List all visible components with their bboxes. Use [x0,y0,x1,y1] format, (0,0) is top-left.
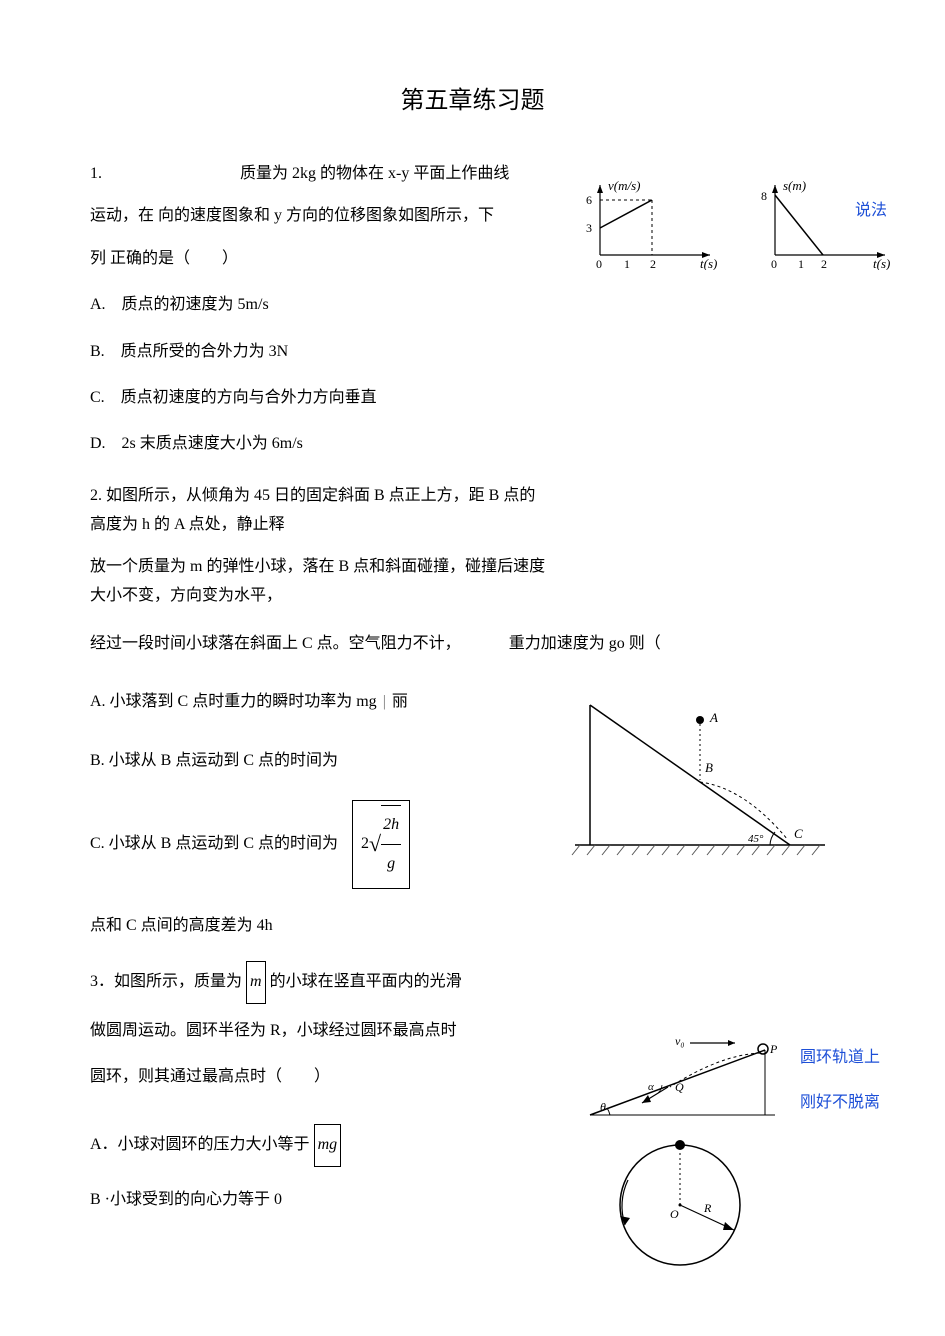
xtick-2-right: 2 [821,257,827,270]
theta-label: θ [600,1100,606,1114]
q1-stem-b: 质量为 2kg 的物体在 x-y 平面上作曲线 [240,165,509,182]
q3-trajectory-diagram: θ v₀ P Q α [580,1035,780,1125]
q2-stem-b: 放一个质量为 m 的弹性小球，落在 B 点和斜面碰撞，碰撞后速度大小不变，方向变… [90,553,550,611]
q3-trajectory-svg: θ v₀ P Q α [580,1035,780,1125]
q2-diagram-svg: 45° A B C [570,700,830,870]
q1-chart-svg: v(m/s) t(s) 3 6 0 1 2 s(m) t(s) 8 0 1 2 [570,175,900,270]
ytick-3: 3 [586,221,592,235]
ytick-8: 8 [761,189,767,203]
point-b-label: B [705,760,713,775]
q3-stem-a-tail: 的小球在竖直平面内的光滑 [270,973,462,990]
q3-side-a: 圆环轨道上 [800,1043,880,1067]
q2-stem-c-side: 重力加速度为 go 则（ [509,635,661,652]
q3-ring-diagram: O R [600,1130,760,1270]
q2-opt-c-formula: 2√ 2h g [352,800,410,889]
q1-opt-c: C. 质点初速度的方向与合外力方向垂直 [90,379,855,417]
q1-opt-b: B. 质点所受的合外力为 3N [90,333,855,371]
q2-stem-c: 经过一段时间小球落在斜面上 C 点。空气阻力不计， [90,635,461,652]
q1-opt-d: D. 2s 末质点速度大小为 6m/s [90,425,855,463]
r-label: R [703,1201,712,1215]
p-label: P [769,1042,778,1056]
q3-stem-a: 3．如图所示，质量为 [90,973,242,990]
q3-stem-a-row: 3．如图所示，质量为 m 的小球在竖直平面内的光滑 [90,961,855,1003]
q1-charts: v(m/s) t(s) 3 6 0 1 2 s(m) t(s) 8 0 1 2 [570,175,900,270]
o-label: O [670,1207,679,1221]
ytick-6: 6 [586,193,592,207]
q-label: Q [675,1080,684,1094]
q1-opt-a: A. 质点的初速度为 5m/s [90,286,855,324]
q2-opt-c-text: C. 小球从 B 点运动到 C 点的时间为 [90,835,338,852]
q1-side-text: 说法 [855,196,887,220]
xtick-0-right: 0 [771,257,777,270]
q2-diagram: 45° A B C [570,700,830,860]
q1-stem-d: 列 正确的是（ ） [90,250,238,267]
point-c-label: C [794,826,803,841]
v0-label: v₀ [675,1035,685,1048]
y-axis-label-right: s(m) [783,178,806,193]
q3-opt-a-pre: A．小球对圆环的压力大小等于 [90,1136,310,1153]
xtick-1-left: 1 [624,257,630,270]
point-a-label: A [709,710,718,725]
q1-number: 1. [90,165,102,182]
q3-ring-svg: O R [600,1130,760,1270]
xtick-1-right: 1 [798,257,804,270]
q2-opt-a-pre: A. 小球落到 C 点时重力的瞬时功率为 mg [90,693,377,710]
alpha-label: α [648,1081,654,1093]
q3-mg-box: mg [314,1124,342,1166]
angle-label: 45° [748,833,764,845]
q3-m-box: m [246,961,266,1003]
y-axis-label-left: v(m/s) [608,178,641,193]
x-axis-label-right: t(s) [873,256,890,270]
q3-side-b: 刚好不脱离 [800,1088,880,1112]
q2-opt-a-box: 丽 [392,693,408,710]
q2-stem-c-row: 经过一段时间小球落在斜面上 C 点。空气阻力不计， 重力加速度为 go 则（ [90,625,855,663]
xtick-2-left: 2 [650,257,656,270]
q2-stem-a: 2. 如图所示，从倾角为 45 日的固定斜面 B 点正上方，距 B 点的高度为 … [90,482,550,540]
xtick-0-left: 0 [596,257,602,270]
page-title: 第五章练习题 [90,80,855,115]
x-axis-label-left: t(s) [700,256,717,270]
q1-stem-c: 运动，在 向的速度图象和 y 方向的位移图象如图所示，下 [90,207,494,224]
q2-opt-d: 点和 C 点间的高度差为 4h [90,907,855,945]
